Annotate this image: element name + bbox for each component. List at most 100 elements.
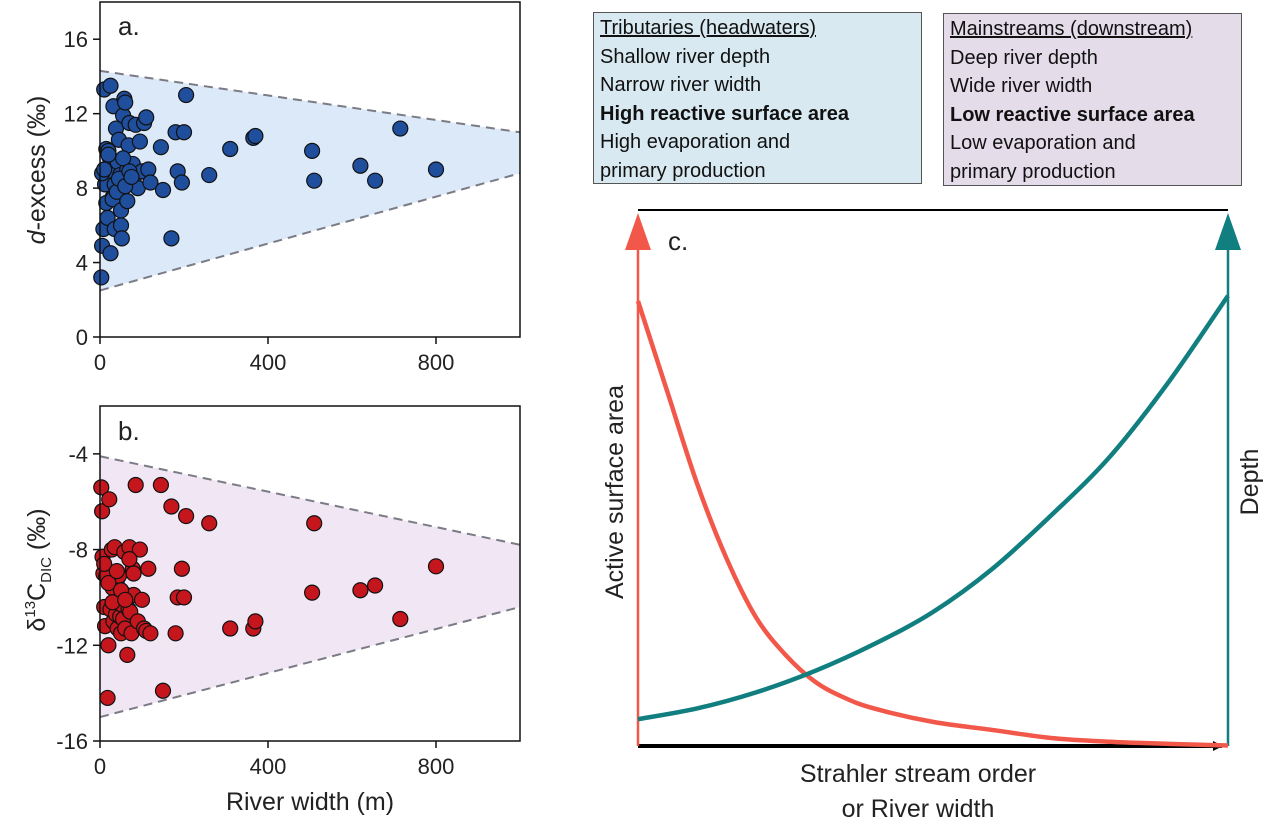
data-point [427,558,445,575]
data-point [247,613,264,630]
data-point [178,86,195,104]
panel-b-ticks: 0 400 800 -16 -12 -8 -4 [56,442,454,779]
panel-a-envelope-lower-line [99,172,521,292]
panel-c-right-label: Depth [1236,449,1264,516]
data-point [154,682,172,699]
x-tick-label: 0 [94,754,106,779]
data-point [173,174,190,191]
y-tick-label: 12 [64,102,88,127]
data-point [154,181,172,199]
panel-b-letter: b. [118,416,140,446]
data-point [100,146,117,163]
data-point [119,193,136,210]
data-point [133,591,151,608]
data-point [222,620,239,637]
data-point [102,77,119,94]
tributaries-line: primary production [600,159,766,182]
tributaries-box: Tributaries (headwaters) Shallow river d… [593,12,922,184]
data-point [119,646,136,663]
data-point [101,491,118,508]
data-point [163,230,180,247]
mainstreams-line: Low evaporation and [950,132,1136,154]
data-point [163,498,180,515]
x-tick-label: 400 [250,754,287,779]
data-point [175,589,193,606]
data-point [304,142,321,159]
panel-c-left-arrowhead [625,213,651,250]
panel-b-points [93,476,445,707]
data-point [352,582,369,599]
data-point [93,479,110,496]
panel-b-frame [99,405,521,742]
panel-a-letter: a. [118,11,140,41]
panel-a-points [93,77,445,286]
panel-a-ylabel: d-excess (‰) [23,96,51,245]
y-tick-label: 16 [64,27,88,52]
data-point [108,563,125,580]
x-tick-label: 800 [418,350,455,375]
data-point [140,560,157,577]
panel-c-letter: c. [668,226,688,256]
y-tick-label: 4 [76,251,88,276]
data-point [102,245,119,262]
data-point [93,269,110,286]
data-point [175,124,193,141]
data-point [127,476,144,494]
data-point [352,157,369,174]
panel-b-scatter: 0 400 800 -16 -12 -8 -4 b. δ13CDIC (‰) River w… [22,405,521,816]
panel-c-depth-curve [637,294,1230,722]
data-point [123,168,140,186]
data-point [247,127,264,145]
tributaries-line: Shallow river depth [600,45,771,68]
y-tick-label: -16 [56,729,88,754]
data-point [201,515,218,532]
panel-b-envelope-lower-line [99,606,521,719]
panel-a-envelope-upper-line [99,69,521,134]
data-point [121,551,138,568]
data-point [427,161,445,178]
data-point [138,109,155,126]
panel-c-conceptual: c. Active surface area Depth Strahler st… [601,209,1264,823]
tributaries-line: Narrow river width [600,74,762,96]
panel-a-scatter: 0 400 800 0 4 8 12 16 a. d-excess (‰) [23,1,521,375]
data-point [152,476,169,494]
mainstreams-title: Mainstreams (downstream) [950,18,1193,40]
data-point [173,560,190,577]
data-point [131,541,148,558]
data-point [113,230,130,247]
tributaries-line: High evaporation and [600,131,791,153]
data-point [178,507,195,525]
data-point [306,515,323,532]
data-point [392,120,409,137]
data-point [96,161,113,178]
data-point [117,94,134,111]
y-tick-label: -8 [68,538,88,563]
y-tick-label: 8 [76,176,88,201]
data-point [100,637,117,654]
data-point [142,174,159,191]
data-point [93,503,111,520]
mainstreams-line: Deep river depth [950,46,1098,69]
data-point [222,140,239,158]
data-point [152,139,169,156]
x-tick-label: 400 [250,350,287,375]
data-point [167,625,184,642]
data-point [117,591,134,608]
data-point [114,150,132,167]
data-point [125,565,142,582]
data-point [367,577,384,594]
x-tick-label: 0 [94,350,106,375]
panel-a-frame [99,1,521,338]
data-point [304,584,321,601]
mainstreams-line: Wide river width [950,75,1093,97]
tributaries-line-bold: High reactive surface area [600,102,850,125]
data-point [142,625,159,642]
panel-a-ticks: 0 400 800 0 4 8 12 16 [64,27,455,375]
panel-c-xlabel-line1: Strahler stream order [800,760,1036,788]
panel-c-surface-area-curve [635,300,1229,748]
data-point [306,172,323,189]
y-tick-label: -12 [56,633,88,658]
data-point [201,166,218,184]
panel-c-xlabel-line2: or River width [842,795,995,823]
